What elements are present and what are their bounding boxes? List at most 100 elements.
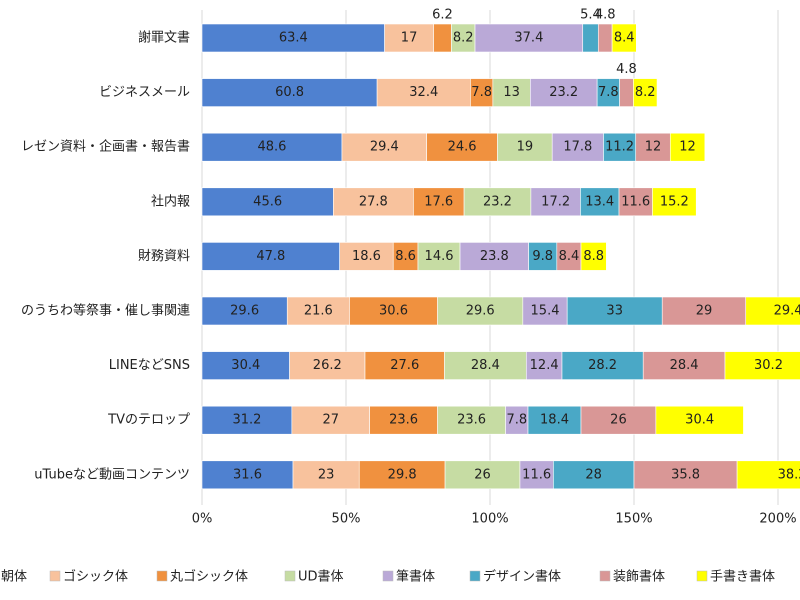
data-label: 28.4	[670, 358, 699, 373]
bar-segment	[413, 187, 465, 217]
bar-segment	[369, 405, 438, 435]
legend-label: 装飾書体	[613, 570, 665, 585]
data-label: 28.4	[471, 358, 500, 373]
data-label: 27	[322, 413, 339, 428]
bar-segment	[444, 460, 521, 490]
bar-segment	[426, 132, 498, 162]
y-tick-label: 財務資料	[138, 249, 190, 264]
data-label: 31.2	[232, 413, 261, 428]
legend-label: 朝体	[1, 570, 27, 585]
bar-segment	[358, 460, 446, 490]
data-label: 26.2	[313, 358, 342, 373]
bar-segment	[635, 132, 671, 162]
legend-swatch	[284, 570, 296, 582]
legend-label: 筆書体	[396, 570, 435, 585]
data-label: 19	[517, 140, 534, 155]
data-label: 12.4	[530, 358, 559, 373]
data-label: 7.8	[598, 85, 619, 100]
data-label: 15.4	[531, 304, 560, 319]
bar-segment	[603, 132, 637, 162]
data-label: 17.8	[563, 140, 592, 155]
legend-label: 手書き書体	[710, 570, 775, 585]
bar-segment	[492, 78, 531, 107]
data-label: 63.4	[279, 31, 308, 46]
legend-label: デザイン書体	[483, 569, 561, 585]
data-label: 48.6	[258, 140, 287, 155]
data-label: 17	[401, 31, 418, 46]
bar-segment	[525, 351, 563, 380]
data-label: 23.2	[483, 194, 512, 209]
bar-segment	[201, 405, 293, 435]
data-label: 47.8	[256, 249, 285, 264]
bar-segment	[597, 23, 613, 53]
data-label: 8.2	[635, 85, 656, 100]
bar-segment	[522, 296, 568, 326]
bar-segment	[580, 187, 620, 217]
bar-segment	[201, 460, 294, 490]
bar-segment	[339, 242, 394, 271]
data-label: 6.2	[432, 8, 453, 23]
data-label: 28	[585, 467, 602, 482]
data-label: 8.4	[559, 249, 580, 264]
data-label: 8.2	[453, 31, 474, 46]
bar-segment	[724, 351, 800, 380]
bar-segment	[349, 296, 438, 326]
data-label: 9.8	[532, 249, 553, 264]
bar-segment	[291, 405, 370, 435]
data-label: 29	[696, 304, 713, 319]
x-tick-label: 50%	[332, 512, 361, 527]
data-label: 35.8	[671, 467, 700, 482]
bar-segment	[655, 405, 744, 435]
data-label: 5.4	[580, 8, 601, 23]
bar-segment	[582, 23, 599, 53]
data-label: 32.4	[409, 85, 438, 100]
data-label: 30.4	[231, 358, 260, 373]
x-tick-label: 200%	[759, 512, 796, 527]
bar-segment	[433, 23, 452, 53]
data-label: 45.6	[253, 194, 282, 209]
data-label: 23	[318, 467, 335, 482]
bar-segment	[556, 242, 582, 271]
bar-segment	[745, 296, 800, 326]
bar-segment	[497, 132, 553, 162]
bar-segment	[669, 132, 706, 162]
bar-segment	[392, 242, 419, 271]
legend-label: 丸ゴシック体	[170, 569, 248, 585]
data-label: 27.6	[390, 358, 419, 373]
bar-segment	[333, 187, 414, 217]
bar-segment	[341, 132, 427, 162]
data-label: 23.6	[389, 413, 418, 428]
data-label: 11.6	[621, 194, 650, 209]
data-label: 29.4	[774, 304, 800, 319]
data-label: 11.6	[522, 467, 551, 482]
bar-segment	[364, 351, 445, 380]
data-label: 30.6	[379, 304, 408, 319]
data-label: 29.6	[466, 304, 495, 319]
data-label: 4.8	[595, 8, 616, 23]
bar-segment	[417, 242, 461, 271]
y-tick-label: レゼン資料・企画書・報告書	[21, 139, 190, 155]
data-label: 23.8	[480, 249, 509, 264]
bar-segment	[201, 187, 334, 217]
bar-segment	[376, 78, 471, 107]
data-label: 7.8	[506, 413, 527, 428]
data-label: 21.6	[304, 304, 333, 319]
y-tick-label: 謝罪文書	[138, 31, 190, 46]
bar-segment	[633, 78, 658, 107]
data-label: 8.8	[583, 249, 604, 264]
data-label: 17.2	[541, 194, 570, 209]
data-label: 37.4	[514, 31, 543, 46]
bar-segment	[551, 132, 604, 162]
data-label: 17.6	[424, 194, 453, 209]
data-label: 60.8	[275, 85, 304, 100]
legend-swatch	[382, 570, 394, 582]
data-label: 26	[474, 467, 491, 482]
data-label: 8.4	[614, 31, 635, 46]
data-label: 23.2	[549, 85, 578, 100]
data-label: 29.4	[370, 140, 399, 155]
bar-segment	[530, 78, 598, 107]
data-label: 26	[610, 413, 627, 428]
data-label: 11.2	[605, 140, 634, 155]
bar-segment	[566, 296, 663, 326]
x-tick-label: 0%	[192, 512, 213, 527]
